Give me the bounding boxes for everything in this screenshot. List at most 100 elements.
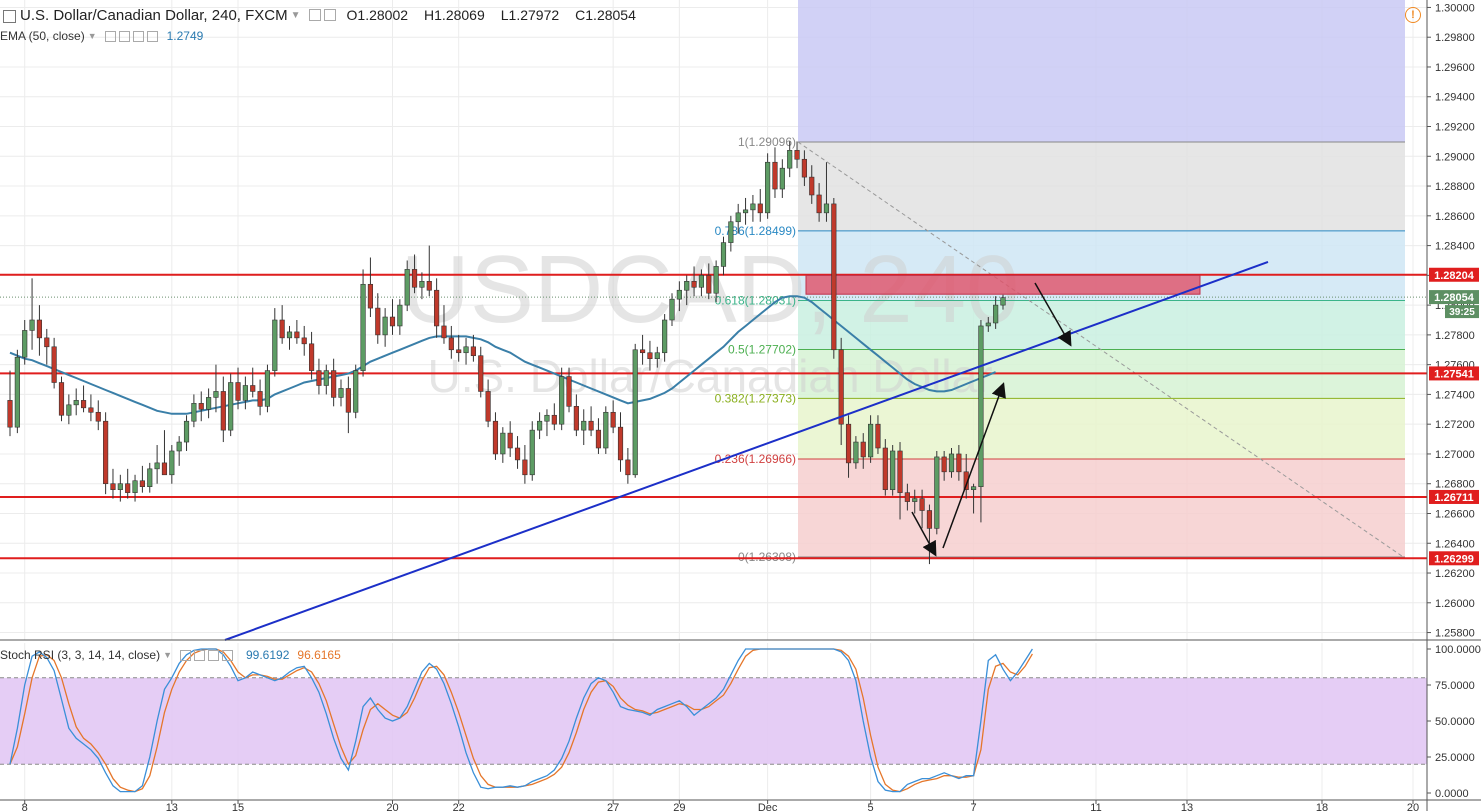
candle-body: [639, 349, 646, 354]
candle-body: [213, 391, 219, 398]
candle-body: [308, 343, 315, 371]
ema-legend: EMA (50, close) ▼ 1.2749: [0, 28, 203, 44]
more-icon[interactable]: [146, 30, 158, 42]
candle-body: [647, 352, 653, 359]
candle-body: [110, 483, 116, 490]
candle-body: [735, 212, 741, 223]
candle-body: [757, 203, 763, 214]
fib-label: 0.618(1.28031): [715, 294, 796, 308]
symbol-title: U.S. Dollar/Canadian Dollar, 240, FXCM: [20, 6, 288, 24]
candle-body: [389, 316, 396, 327]
candle-body: [845, 423, 852, 464]
candle-body: [610, 411, 616, 428]
warning-icon[interactable]: !: [1405, 7, 1421, 23]
candle-body: [272, 319, 278, 371]
chevron-down-icon[interactable]: ▼: [87, 31, 97, 41]
settings-icon[interactable]: [118, 30, 130, 42]
candle-body: [397, 304, 403, 327]
timer-label: 39:25: [1449, 307, 1475, 318]
price-tick-label: 1.30000: [1435, 2, 1475, 14]
candle-body: [338, 388, 344, 398]
add-icon[interactable]: [208, 649, 219, 661]
arrow[interactable]: [911, 511, 937, 557]
candle-body: [80, 400, 87, 409]
fib-zone: [798, 141, 1405, 231]
candle-body: [654, 352, 660, 359]
chevron-down-icon[interactable]: ▼: [163, 650, 172, 660]
arrow[interactable]: [1034, 282, 1072, 347]
ohlc-close: C1.28054: [575, 7, 636, 23]
candle-body: [934, 456, 940, 529]
candle-body: [573, 406, 579, 431]
level-badge-label: 1.28204: [1434, 270, 1475, 282]
candle-body: [890, 450, 896, 490]
time-tick-label: 13: [166, 802, 178, 811]
level-badge-label: 1.26299: [1434, 553, 1474, 565]
candle-body: [941, 456, 947, 473]
candle-body: [125, 483, 131, 493]
eye-icon[interactable]: [180, 649, 191, 661]
collapse-icon[interactable]: [3, 9, 16, 23]
price-tick-label: 1.26600: [1435, 508, 1475, 520]
price-tick-label: 1.26200: [1435, 568, 1475, 580]
fib-label: 0.5(1.27702): [728, 342, 796, 356]
eye-icon[interactable]: [308, 9, 321, 21]
candle-body: [353, 370, 359, 413]
fib-trendline: [797, 141, 1406, 559]
candle-body: [286, 331, 293, 339]
candle-body: [897, 450, 903, 493]
time-tick-label: 20: [1407, 802, 1419, 811]
candle-body: [882, 447, 888, 490]
settings-icon[interactable]: [323, 9, 336, 21]
trend-line[interactable]: [224, 261, 1269, 641]
chevron-down-icon[interactable]: ▼: [290, 9, 301, 21]
candle-body: [993, 304, 999, 324]
candle-body: [103, 420, 109, 485]
candle-body: [970, 486, 977, 490]
candle-body: [617, 426, 624, 461]
candle-body: [912, 498, 918, 502]
candle-body: [500, 432, 506, 455]
price-tick-label: 1.27000: [1435, 449, 1475, 461]
fib-label: 0(1.26308): [738, 550, 796, 564]
stoch-k-line: [9, 648, 1033, 793]
candle-body: [779, 167, 785, 190]
candle-body: [919, 498, 925, 511]
settings-icon[interactable]: [194, 649, 205, 661]
candle-body: [66, 404, 72, 416]
resistance-zone[interactable]: [805, 274, 1201, 295]
candle-body: [58, 382, 65, 416]
candle-body: [625, 459, 631, 476]
candle-body: [235, 382, 241, 401]
eye-icon[interactable]: [104, 30, 116, 42]
level-badge: [1429, 551, 1479, 566]
candle-body: [632, 349, 638, 476]
add-icon[interactable]: [132, 30, 144, 42]
time-tick-label: 27: [607, 802, 619, 811]
candle-body: [809, 176, 815, 196]
candle-body: [691, 281, 697, 288]
candle-body: [720, 242, 727, 267]
candle-body: [279, 319, 285, 339]
chart-header: U.S. Dollar/Canadian Dollar, 240, FXCM ▼…: [0, 0, 644, 30]
candle-body: [956, 453, 962, 473]
level-badge-label: 1.27541: [1434, 368, 1474, 380]
candle-body: [139, 480, 145, 487]
candle-body: [22, 330, 28, 358]
more-icon[interactable]: [222, 649, 233, 661]
candle-body: [978, 325, 984, 487]
candle-body: [294, 331, 300, 339]
fib-zone: [798, 459, 1405, 557]
candle-body: [838, 349, 844, 425]
level-badge: [1429, 267, 1479, 282]
level-badge-label: 1.26711: [1434, 492, 1473, 504]
candle-body: [765, 161, 771, 214]
candle-body: [411, 269, 418, 288]
candle-body: [595, 429, 602, 449]
arrow[interactable]: [942, 382, 1006, 549]
candle-body: [7, 400, 13, 428]
stoch-tick-label: 0.0000: [1435, 788, 1469, 800]
drawings[interactable]: [224, 261, 1269, 641]
time-tick-label: 13: [1181, 802, 1193, 811]
